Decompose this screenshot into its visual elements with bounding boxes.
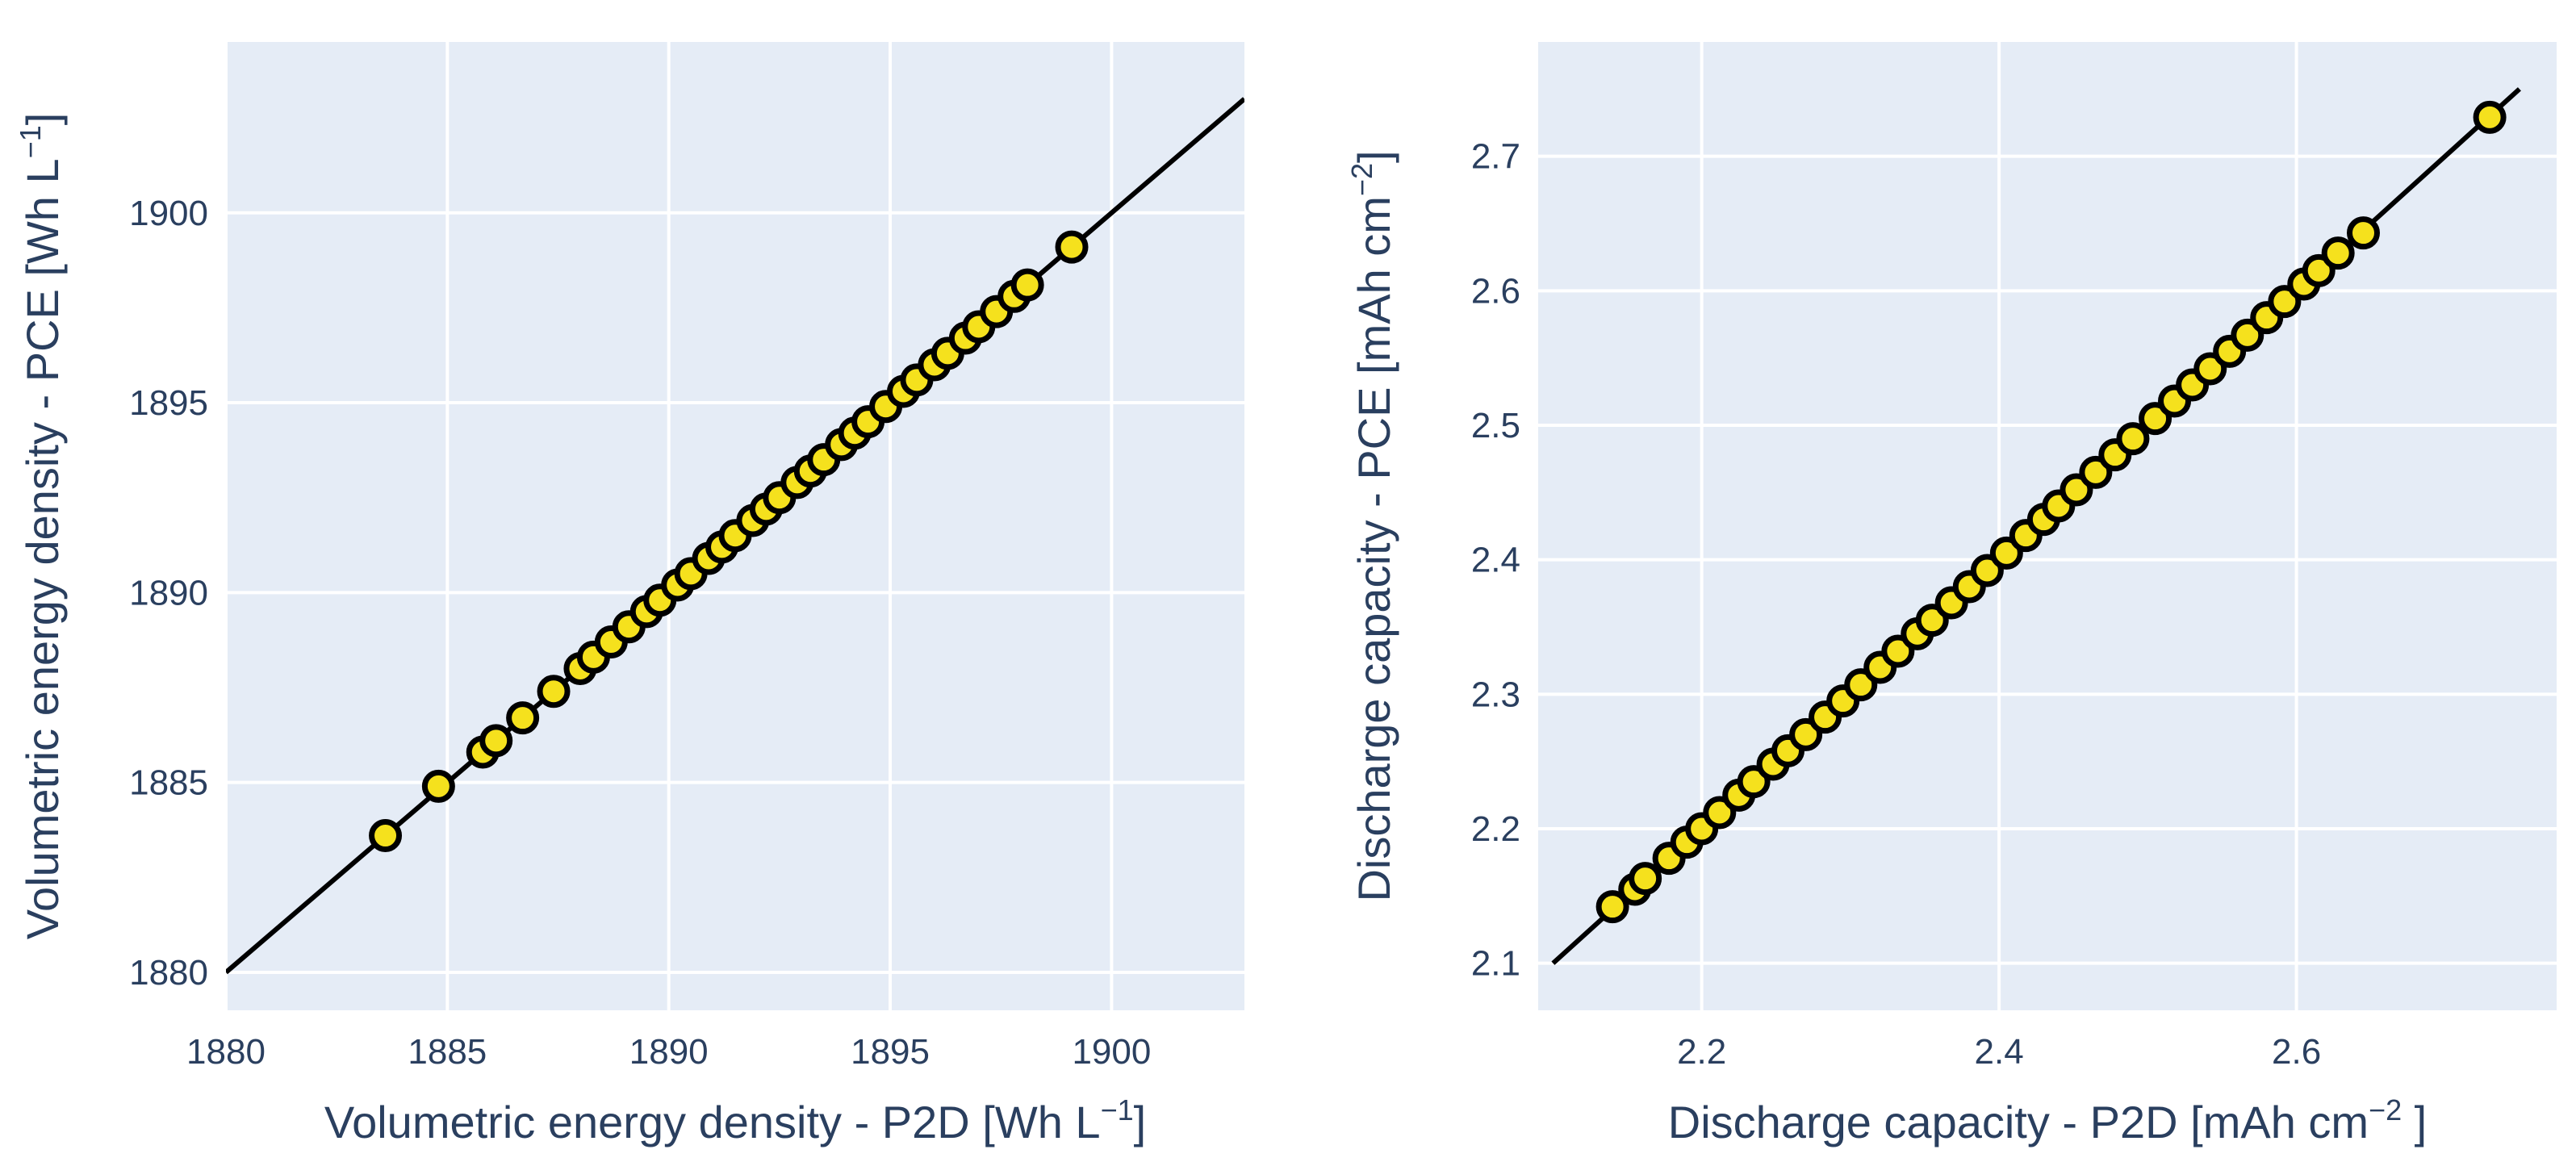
x-tick-label-left: 1900 (1072, 1032, 1151, 1072)
y-ticks-left: 1880 1885 1890 1895 1900 (129, 194, 208, 993)
x-tick-label-left: 1885 (408, 1032, 487, 1072)
y-tick-label-right: 2.3 (1471, 675, 1520, 714)
chart-left: 1880 1885 1890 1895 1900 1880 1885 1890 1895 190… (14, 42, 1244, 1147)
data-point-left (1055, 230, 1089, 264)
x-tick-label-right: 2.2 (1677, 1032, 1726, 1072)
x-tick-label-left: 1895 (851, 1032, 930, 1072)
points-left (369, 230, 1089, 853)
data-point-right (2321, 236, 2355, 270)
x-axis-title-right: Discharge capacity - P2D [mAh cm−2 ] (1668, 1093, 2427, 1147)
data-point-right (2116, 422, 2150, 456)
y-tick-label-left: 1880 (129, 953, 208, 993)
y-tick-label-right: 2.4 (1471, 541, 1520, 580)
y-tick-label-left: 1900 (129, 194, 208, 233)
x-tick-label-left: 1880 (186, 1032, 266, 1072)
y-tick-label-right: 2.5 (1471, 406, 1520, 445)
data-point-right (2346, 216, 2380, 250)
data-point-left (1010, 268, 1044, 302)
y-tick-label-left: 1885 (129, 763, 208, 803)
points-right (1595, 100, 2507, 924)
y-tick-label-right: 2.6 (1471, 271, 1520, 311)
x-axis-title-left: Volumetric energy density - P2D [Wh L−1] (324, 1093, 1146, 1147)
y-tick-label-left: 1890 (129, 573, 208, 612)
x-ticks-left: 1880 1885 1890 1895 1900 (186, 1032, 1151, 1072)
x-tick-label-left: 1890 (629, 1032, 709, 1072)
data-point-right (2473, 100, 2507, 134)
y-tick-label-right: 2.1 (1471, 944, 1520, 984)
y-axis-title-right: Discharge capacity - PCE [mAh cm−2] (1345, 150, 1399, 901)
y-ticks-right: 2.1 2.2 2.3 2.4 2.5 2.6 2.7 (1471, 137, 1520, 984)
x-tick-label-right: 2.4 (1975, 1032, 2024, 1072)
y-axis-title-left: Volumetric energy density - PCE [Wh L−1] (14, 113, 68, 940)
data-point-left (479, 724, 513, 758)
data-point-right (1629, 862, 1662, 896)
data-point-left (506, 701, 540, 735)
x-tick-label-right: 2.6 (2272, 1032, 2321, 1072)
data-point-left (421, 769, 455, 803)
chart-right: 2.2 2.4 2.6 2.1 2.2 2.3 2.4 2.5 2.6 2.7 Discharg… (1345, 42, 2557, 1147)
gridlines-right (1538, 42, 2557, 1010)
y-tick-label-right: 2.7 (1471, 137, 1520, 177)
data-point-left (369, 819, 403, 853)
y-tick-label-left: 1895 (129, 383, 208, 423)
gridlines-left (224, 42, 1244, 1010)
data-point-right (1595, 890, 1629, 924)
x-ticks-right: 2.2 2.4 2.6 (1677, 1032, 2321, 1072)
y-tick-label-right: 2.2 (1471, 809, 1520, 849)
data-point-left (537, 675, 571, 708)
